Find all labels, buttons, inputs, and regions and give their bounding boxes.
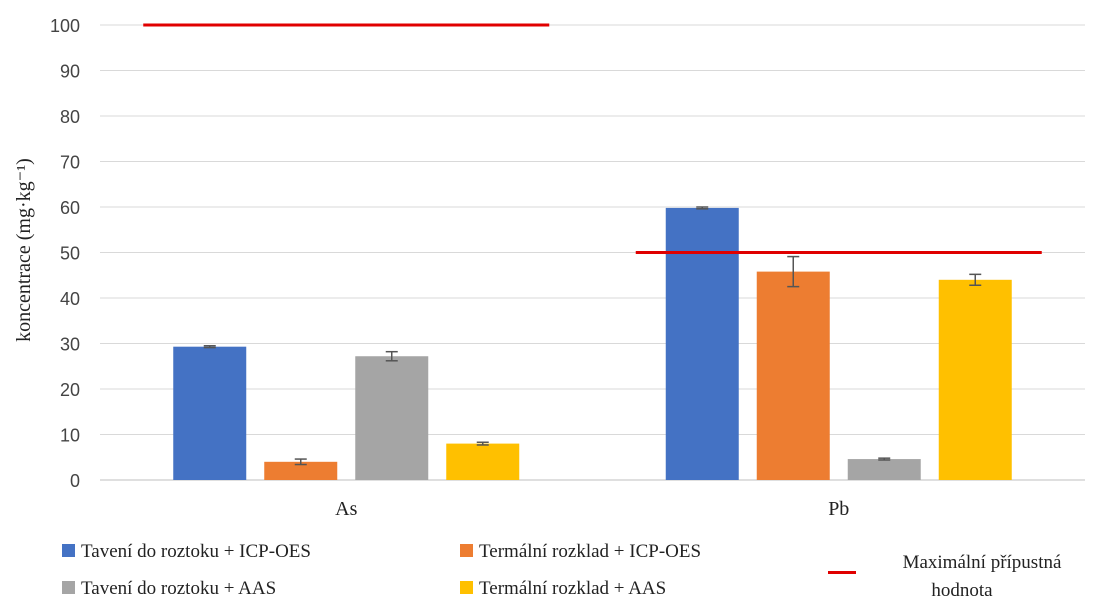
y-tick-labels: 0 10 20 30 40 50 60 70 80 90 100	[50, 16, 80, 491]
error-bar-As-3	[385, 350, 398, 362]
y-tick-label: 30	[60, 335, 80, 355]
y-tick-label: 80	[60, 107, 80, 127]
y-tick-label: 0	[70, 471, 80, 491]
error-bar-Pb-3	[878, 457, 891, 461]
bar-Pb-1	[665, 207, 739, 480]
limit-lines	[143, 23, 1042, 254]
legend-swatch-series-1	[62, 544, 75, 558]
error-bar-As-2	[294, 458, 307, 466]
x-category-label-As: As	[335, 498, 357, 520]
bar-Pb-3	[847, 459, 921, 480]
legend-label-series-2: Termální rozklad + ICP-OES	[479, 541, 702, 562]
x-category-labels: As Pb	[335, 498, 849, 520]
legend-label-series-1: Tavení do roztoku + ICP-OES	[81, 541, 311, 562]
y-tick-label: 40	[60, 289, 80, 309]
legend-label-limit: Maximální přípustná hodnota	[872, 549, 1092, 605]
error-bars	[203, 206, 982, 466]
y-tick-label: 90	[60, 62, 80, 82]
bar-As-3	[355, 356, 429, 480]
legend-item-series-2: Termální rozklad + ICP-OES	[460, 541, 701, 563]
legend-item-series-1: Tavení do roztoku + ICP-OES	[62, 541, 311, 563]
legend-label-limit-line2: hodnota	[931, 580, 993, 601]
bar-As-1	[173, 346, 247, 480]
legend-swatch-limit	[828, 571, 856, 575]
legend-item-series-4: Termální rozklad + AAS	[460, 578, 666, 600]
y-tick-label: 60	[60, 198, 80, 218]
error-bar-Pb-4	[969, 273, 982, 287]
error-bar-Pb-2	[787, 255, 800, 288]
legend-label-limit-line1: Maximální přípustná	[902, 552, 1062, 573]
legend-item-series-3: Tavení do roztoku + AAS	[62, 578, 276, 600]
y-tick-label: 70	[60, 153, 80, 173]
legend-swatch-series-4	[460, 581, 473, 595]
legend-swatch-series-2	[460, 544, 473, 558]
error-bar-As-1	[203, 345, 216, 349]
legend-item-limit	[828, 561, 856, 583]
legend-swatch-series-3	[62, 581, 75, 595]
y-axis-label: koncentrace (mg·kg⁻¹)	[13, 158, 35, 342]
y-tick-label: 20	[60, 380, 80, 400]
bar-As-4	[446, 443, 520, 480]
bar-As-2	[264, 461, 338, 480]
bar-Pb-4	[938, 279, 1012, 480]
error-bar-Pb-1	[696, 206, 709, 210]
y-tick-label: 100	[50, 16, 80, 36]
legend-label-series-4: Termální rozklad + AAS	[479, 578, 667, 599]
legend-label-series-3: Tavení do roztoku + AAS	[81, 578, 277, 599]
bar-Pb-2	[756, 271, 830, 480]
y-tick-label: 50	[60, 244, 80, 264]
x-category-label-Pb: Pb	[828, 498, 849, 520]
error-bar-As-4	[476, 441, 489, 446]
y-tick-label: 10	[60, 426, 80, 446]
